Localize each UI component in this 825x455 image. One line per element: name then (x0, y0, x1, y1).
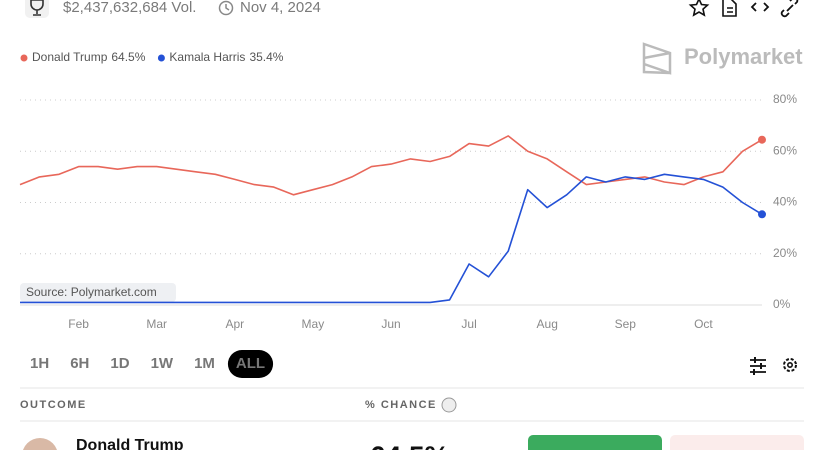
document-button[interactable] (722, 0, 737, 17)
legend-label: Donald Trump (32, 50, 108, 64)
buy-yes-button[interactable] (528, 435, 662, 455)
settings-button[interactable] (783, 358, 797, 372)
end-date: Nov 4, 2024 (240, 0, 321, 16)
y-tick-label: 0% (773, 297, 791, 311)
x-tick-label: Sep (615, 317, 637, 331)
favorite-button[interactable] (688, 0, 710, 17)
refresh-button[interactable] (441, 397, 457, 413)
filter-button[interactable] (750, 359, 766, 373)
time-button[interactable]: 1H (30, 355, 49, 372)
brand-name: Polymarket (684, 44, 803, 69)
legend-value: 64.5% (111, 50, 145, 64)
source-tag (20, 283, 176, 302)
legend-swatch (157, 54, 165, 62)
time-button[interactable]: 1D (110, 355, 129, 372)
y-tick-label: 20% (773, 246, 797, 260)
y-tick-label: 40% (773, 195, 797, 209)
x-tick-label: Feb (68, 317, 89, 331)
series-line (19, 135, 763, 196)
time-button[interactable]: 1W (151, 355, 174, 372)
end-dot (758, 135, 766, 144)
outcome-name: Donald Trump (76, 437, 184, 450)
embed-button[interactable] (750, 2, 770, 12)
time-button[interactable]: 6H (70, 355, 89, 372)
clock-icon (218, 0, 234, 16)
end-dot (758, 210, 766, 219)
filter-knobs (753, 357, 762, 375)
avatar (22, 438, 58, 455)
buy-no-button[interactable] (670, 435, 804, 455)
x-tick-label: Jun (381, 317, 400, 331)
x-tick-label: Aug (537, 317, 558, 331)
column-header: OUTCOME (20, 399, 87, 411)
legend-swatch (20, 54, 28, 62)
outcome-chance: 64.5% (370, 440, 449, 450)
y-tick-label: 60% (773, 143, 797, 157)
x-tick-label: Mar (146, 317, 167, 331)
source: Source: Polymarket.com (26, 285, 157, 299)
settings-center (786, 361, 793, 368)
clock-hands (225, 4, 230, 11)
y-tick-label: 80% (773, 92, 797, 106)
x-tick-label: Jul (461, 317, 476, 331)
brand-logo (642, 42, 672, 75)
x-tick-label: May (302, 317, 325, 331)
x-tick-label: Apr (225, 317, 244, 331)
column-header: % CHANCE (365, 399, 437, 411)
legend-value: 35.4% (249, 50, 283, 64)
volume: $2,437,632,684 Vol. (63, 0, 196, 16)
x-tick-label: Oct (694, 317, 713, 331)
trophy-icon (30, 0, 44, 16)
legend-label: Kamala Harris (169, 50, 245, 64)
series-line (20, 173, 763, 304)
time-button[interactable]: 1M (194, 355, 215, 372)
time-button-active (227, 350, 274, 378)
time-button[interactable]: ALL (236, 355, 265, 372)
link-button[interactable] (780, 0, 799, 18)
